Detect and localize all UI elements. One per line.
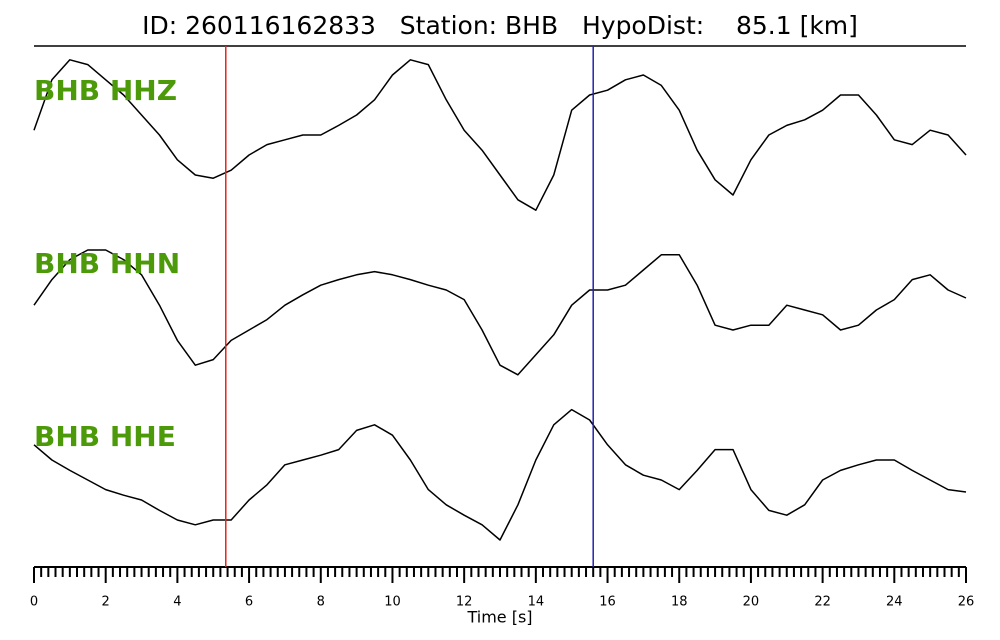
x-axis-label: Time [s]: [466, 608, 532, 627]
x-tick-label: 18: [671, 595, 688, 610]
chart-title: ID: 260116162833 Station: BHB HypoDist: …: [142, 11, 858, 40]
x-tick-label: 6: [245, 595, 253, 610]
x-tick-label: 26: [958, 595, 975, 610]
x-tick-label: 10: [384, 595, 401, 610]
x-tick-label: 8: [317, 595, 325, 610]
trace: [33, 59, 967, 211]
trace-label: BHB HHN: [34, 247, 180, 280]
x-tick-label: 4: [173, 595, 181, 610]
trace: [33, 249, 967, 376]
trace-label: BHB HHZ: [34, 74, 177, 107]
x-tick-label: 0: [30, 595, 38, 610]
x-tick-label: 2: [102, 595, 110, 610]
x-tick-label: 20: [743, 595, 760, 610]
x-tick-label: 24: [886, 595, 903, 610]
x-tick-label: 22: [814, 595, 831, 610]
x-tick-label: 14: [528, 595, 545, 610]
x-tick-label: 12: [456, 595, 473, 610]
trace-label: BHB HHE: [34, 420, 176, 453]
trace: [33, 408, 967, 541]
x-tick-label: 16: [599, 595, 616, 610]
